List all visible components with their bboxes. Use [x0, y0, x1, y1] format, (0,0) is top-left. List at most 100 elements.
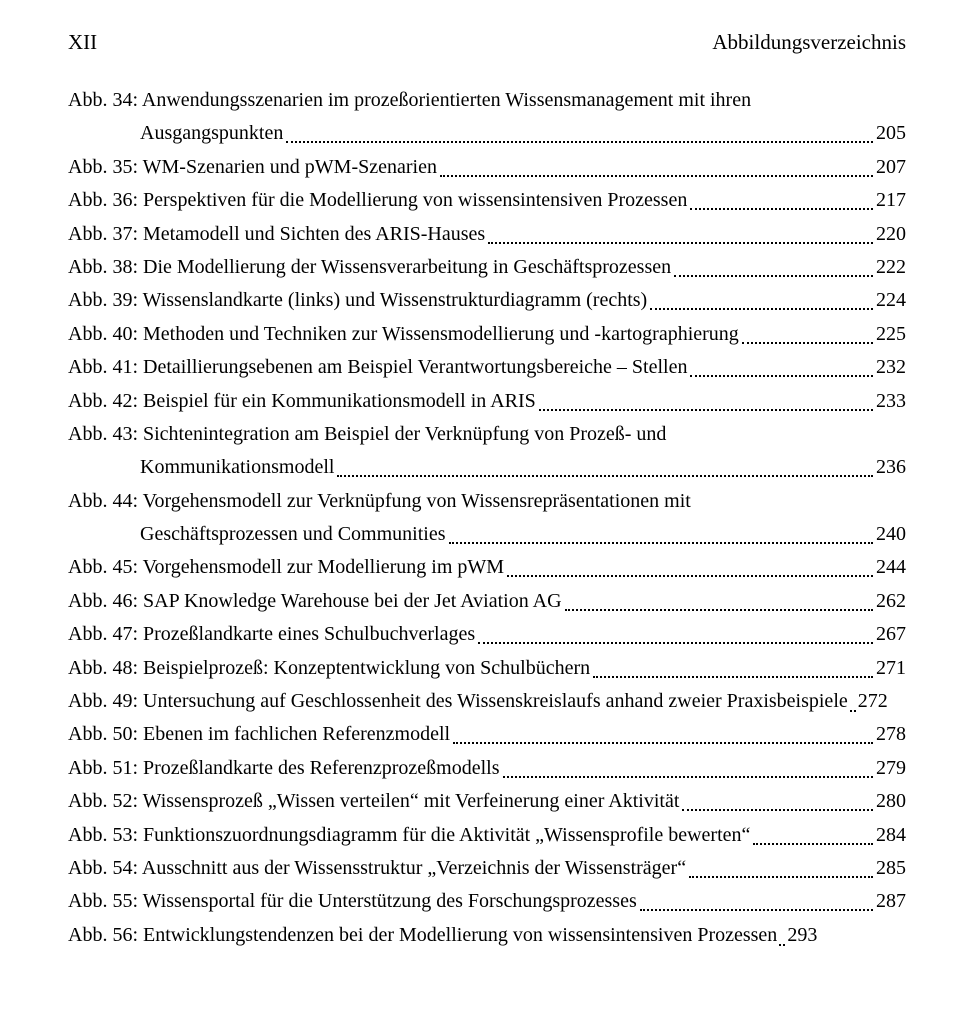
- toc-entry-text: Abb. 41: Detaillierungsebenen am Beispie…: [68, 352, 687, 383]
- leader-dots: [682, 808, 873, 811]
- toc-entry: Abb. 52: Wissensprozeß „Wissen verteilen…: [68, 786, 906, 817]
- toc-entry-page: 279: [876, 753, 906, 784]
- leader-dots: [850, 710, 856, 712]
- toc-entry-text: Abb. 40: Methoden und Techniken zur Wiss…: [68, 319, 739, 350]
- toc-entry-page: 232: [876, 352, 906, 383]
- toc-entry-continuation: Kommunikationsmodell 236: [68, 452, 906, 483]
- toc-entry: Abb. 42: Beispiel für ein Kommunikations…: [68, 386, 906, 417]
- toc-entry-text: Abb. 56: Entwicklungstendenzen bei der M…: [68, 920, 777, 951]
- toc-entry: Abb. 44: Vorgehensmodell zur Verknüpfung…: [68, 486, 906, 517]
- toc-entry-text: Abb. 38: Die Modellierung der Wissensver…: [68, 252, 671, 283]
- toc-entry-text: Abb. 37: Metamodell und Sichten des ARIS…: [68, 219, 485, 250]
- toc-entry: Abb. 43: Sichtenintegration am Beispiel …: [68, 419, 906, 450]
- toc-entry: Abb. 49: Untersuchung auf Geschlossenhei…: [68, 686, 906, 717]
- toc-entry: Abb. 38: Die Modellierung der Wissensver…: [68, 252, 906, 283]
- toc-entry-page: 207: [876, 152, 906, 183]
- toc-entry-page: 233: [876, 386, 906, 417]
- toc-entry: Abb. 36: Perspektiven für die Modellieru…: [68, 185, 906, 216]
- toc-entry-page: 205: [876, 118, 906, 149]
- leader-dots: [779, 944, 785, 946]
- toc-entry-page: 244: [876, 552, 906, 583]
- toc-entry-page: 272: [858, 686, 888, 717]
- leader-dots: [742, 341, 873, 344]
- toc-entry-page: 240: [876, 519, 906, 550]
- toc-entry: Abb. 45: Vorgehensmodell zur Modellierun…: [68, 552, 906, 583]
- toc-entries: Abb. 34: Anwendungsszenarien im prozeßor…: [68, 85, 906, 951]
- toc-entry-page: 225: [876, 319, 906, 350]
- toc-entry-text: Geschäftsprozessen und Communities: [68, 519, 446, 550]
- leader-dots: [753, 842, 873, 845]
- toc-entry: Abb. 37: Metamodell und Sichten des ARIS…: [68, 219, 906, 250]
- toc-entry-continuation: Geschäftsprozessen und Communities 240: [68, 519, 906, 550]
- leader-dots: [539, 408, 873, 411]
- toc-entry: Abb. 40: Methoden und Techniken zur Wiss…: [68, 319, 906, 350]
- toc-entry-text: Abb. 50: Ebenen im fachlichen Referenzmo…: [68, 719, 450, 750]
- toc-entry-text: Abb. 51: Prozeßlandkarte des Referenzpro…: [68, 753, 500, 784]
- toc-entry-page: 222: [876, 252, 906, 283]
- leader-dots: [565, 608, 873, 611]
- toc-entry: Abb. 47: Prozeßlandkarte eines Schulbuch…: [68, 619, 906, 650]
- toc-entry-page: 285: [876, 853, 906, 884]
- toc-entry: Abb. 46: SAP Knowledge Warehouse bei der…: [68, 586, 906, 617]
- toc-entry: Abb. 34: Anwendungsszenarien im prozeßor…: [68, 85, 906, 116]
- toc-entry-text: Abb. 49: Untersuchung auf Geschlossenhei…: [68, 686, 848, 717]
- toc-entry-page: 220: [876, 219, 906, 250]
- leader-dots: [690, 374, 873, 377]
- leader-dots: [337, 474, 873, 477]
- toc-entry-text: Abb. 43: Sichtenintegration am Beispiel …: [68, 419, 666, 450]
- toc-entry-text: Abb. 48: Beispielprozeß: Konzeptentwickl…: [68, 653, 590, 684]
- leader-dots: [478, 641, 873, 644]
- toc-entry: Abb. 35: WM-Szenarien und pWM-Szenarien 2…: [68, 152, 906, 183]
- toc-entry-text: Abb. 39: Wissenslandkarte (links) und Wi…: [68, 285, 647, 316]
- leader-dots: [507, 574, 873, 577]
- toc-entry-continuation: Ausgangspunkten 205: [68, 118, 906, 149]
- toc-entry-text: Abb. 44: Vorgehensmodell zur Verknüpfung…: [68, 486, 691, 517]
- toc-entry-text: Abb. 46: SAP Knowledge Warehouse bei der…: [68, 586, 562, 617]
- leader-dots: [690, 207, 873, 210]
- toc-entry-text: Ausgangspunkten: [68, 118, 283, 149]
- toc-entry: Abb. 39: Wissenslandkarte (links) und Wi…: [68, 285, 906, 316]
- toc-entry-text: Abb. 54: Ausschnitt aus der Wissensstruk…: [68, 853, 686, 884]
- toc-entry-text: Abb. 55: Wissensportal für die Unterstüt…: [68, 886, 637, 917]
- toc-entry-text: Abb. 52: Wissensprozeß „Wissen verteilen…: [68, 786, 679, 817]
- toc-entry-text: Abb. 34: Anwendungsszenarien im prozeßor…: [68, 85, 751, 116]
- page-number-roman: XII: [68, 30, 97, 55]
- toc-entry-page: 278: [876, 719, 906, 750]
- leader-dots: [453, 741, 873, 744]
- toc-entry: Abb. 55: Wissensportal für die Unterstüt…: [68, 886, 906, 917]
- toc-entry-page: 287: [876, 886, 906, 917]
- toc-entry-text: Abb. 35: WM-Szenarien und pWM-Szenarien: [68, 152, 437, 183]
- leader-dots: [449, 541, 874, 544]
- toc-entry-page: 224: [876, 285, 906, 316]
- toc-entry: Abb. 51: Prozeßlandkarte des Referenzpro…: [68, 753, 906, 784]
- toc-entry-text: Kommunikationsmodell: [68, 452, 334, 483]
- toc-entry-page: 262: [876, 586, 906, 617]
- page-header: XII Abbildungsverzeichnis: [68, 30, 906, 55]
- toc-entry: Abb. 41: Detaillierungsebenen am Beispie…: [68, 352, 906, 383]
- toc-entry: Abb. 50: Ebenen im fachlichen Referenzmo…: [68, 719, 906, 750]
- leader-dots: [640, 908, 873, 911]
- toc-entry: Abb. 48: Beispielprozeß: Konzeptentwickl…: [68, 653, 906, 684]
- toc-entry: Abb. 53: Funktionszuordnungsdiagramm für…: [68, 820, 906, 851]
- toc-entry: Abb. 56: Entwicklungstendenzen bei der M…: [68, 920, 906, 951]
- toc-entry-page: 280: [876, 786, 906, 817]
- toc-entry-page: 236: [876, 452, 906, 483]
- toc-entry-page: 217: [876, 185, 906, 216]
- leader-dots: [440, 174, 873, 177]
- toc-entry-text: Abb. 53: Funktionszuordnungsdiagramm für…: [68, 820, 750, 851]
- toc-entry: Abb. 54: Ausschnitt aus der Wissensstruk…: [68, 853, 906, 884]
- header-title: Abbildungsverzeichnis: [712, 30, 906, 55]
- leader-dots: [593, 675, 873, 678]
- toc-entry-page: 293: [787, 920, 817, 951]
- leader-dots: [650, 307, 873, 310]
- leader-dots: [674, 274, 873, 277]
- toc-entry-text: Abb. 36: Perspektiven für die Modellieru…: [68, 185, 687, 216]
- leader-dots: [503, 775, 873, 778]
- page: XII Abbildungsverzeichnis Abb. 34: Anwen…: [0, 0, 960, 1033]
- leader-dots: [488, 241, 873, 244]
- toc-entry-page: 271: [876, 653, 906, 684]
- toc-entry-text: Abb. 45: Vorgehensmodell zur Modellierun…: [68, 552, 504, 583]
- leader-dots: [286, 140, 873, 143]
- toc-entry-text: Abb. 42: Beispiel für ein Kommunikations…: [68, 386, 536, 417]
- toc-entry-page: 284: [876, 820, 906, 851]
